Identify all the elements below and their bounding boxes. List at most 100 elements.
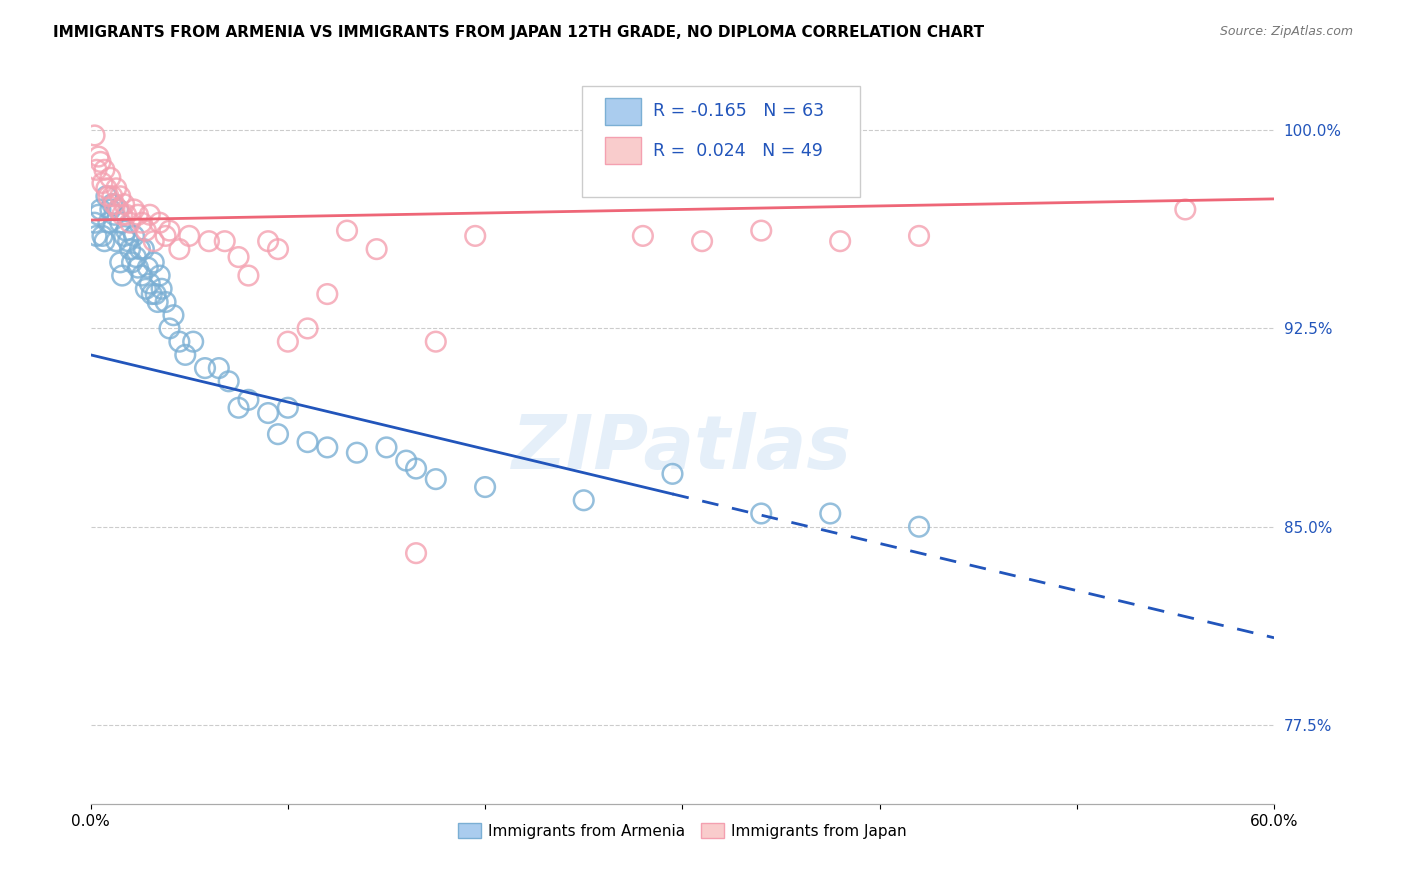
Point — [297, 321, 319, 335]
Point — [238, 268, 260, 283]
Point — [108, 216, 131, 230]
Point — [149, 268, 172, 283]
Point — [96, 189, 118, 203]
Point — [89, 154, 111, 169]
Point — [194, 361, 217, 376]
Point — [169, 242, 191, 256]
Point — [316, 287, 339, 301]
Text: ZIPatlas: ZIPatlas — [512, 412, 852, 485]
Text: IMMIGRANTS FROM ARMENIA VS IMMIGRANTS FROM JAPAN 12TH GRADE, NO DIPLOMA CORRELAT: IMMIGRANTS FROM ARMENIA VS IMMIGRANTS FR… — [53, 25, 984, 40]
Point — [86, 228, 108, 243]
Point — [83, 128, 105, 143]
Point — [108, 255, 131, 269]
Point — [101, 189, 124, 203]
Point — [91, 228, 114, 243]
Point — [83, 216, 105, 230]
Point — [228, 250, 250, 264]
Point — [117, 234, 139, 248]
Point — [108, 189, 131, 203]
Point — [101, 197, 124, 211]
Point — [120, 242, 142, 256]
Point — [277, 334, 299, 349]
Point — [111, 208, 134, 222]
Point — [149, 216, 172, 230]
Point — [267, 427, 290, 442]
Point — [375, 441, 398, 455]
Point — [179, 228, 201, 243]
Point — [91, 176, 114, 190]
Legend: Immigrants from Armenia, Immigrants from Japan: Immigrants from Armenia, Immigrants from… — [451, 816, 912, 845]
Point — [228, 401, 250, 415]
Point — [131, 268, 153, 283]
Point — [89, 202, 111, 217]
Point — [139, 208, 162, 222]
Point — [105, 181, 128, 195]
Point — [155, 228, 177, 243]
Point — [122, 228, 145, 243]
Point — [198, 234, 221, 248]
Point — [98, 202, 121, 217]
Point — [121, 255, 143, 269]
Point — [661, 467, 683, 481]
Point — [142, 255, 165, 269]
Point — [93, 234, 115, 248]
Point — [96, 181, 118, 195]
Point — [366, 242, 388, 256]
Point — [830, 234, 852, 248]
Point — [135, 224, 157, 238]
Point — [136, 260, 159, 275]
Point — [267, 242, 290, 256]
Point — [132, 242, 155, 256]
Point — [103, 208, 125, 222]
Point — [316, 441, 339, 455]
Point — [181, 334, 204, 349]
Point — [150, 282, 173, 296]
Point — [169, 334, 191, 349]
Point — [464, 228, 486, 243]
Point — [135, 282, 157, 296]
Point — [97, 189, 120, 203]
Point — [174, 348, 197, 362]
Point — [159, 224, 181, 238]
FancyBboxPatch shape — [582, 87, 860, 197]
Point — [142, 234, 165, 248]
Point — [218, 374, 240, 388]
Point — [749, 224, 772, 238]
Point — [214, 234, 236, 248]
Point — [98, 170, 121, 185]
Point — [159, 321, 181, 335]
Point — [425, 334, 447, 349]
Point — [474, 480, 496, 494]
Point — [257, 234, 280, 248]
Point — [405, 546, 427, 560]
Point — [129, 242, 152, 256]
Point — [122, 202, 145, 217]
Point — [162, 308, 184, 322]
Point — [690, 234, 713, 248]
Point — [93, 162, 115, 177]
Point — [395, 453, 418, 467]
Point — [112, 228, 135, 243]
Point — [346, 446, 368, 460]
Point — [115, 224, 138, 238]
Point — [87, 150, 110, 164]
Point — [572, 493, 595, 508]
Point — [336, 224, 359, 238]
Point — [297, 435, 319, 450]
Point — [277, 401, 299, 415]
FancyBboxPatch shape — [606, 98, 641, 125]
Text: R =  0.024   N = 49: R = 0.024 N = 49 — [652, 142, 823, 160]
Text: Source: ZipAtlas.com: Source: ZipAtlas.com — [1219, 25, 1353, 38]
Point — [908, 519, 931, 533]
Point — [107, 202, 129, 217]
Text: R = -0.165   N = 63: R = -0.165 N = 63 — [652, 103, 824, 120]
Point — [145, 287, 167, 301]
Point — [127, 260, 149, 275]
Point — [146, 295, 169, 310]
Point — [112, 197, 135, 211]
Point — [155, 295, 177, 310]
Point — [425, 472, 447, 486]
Point — [115, 208, 138, 222]
Point — [111, 268, 134, 283]
Point — [141, 287, 163, 301]
